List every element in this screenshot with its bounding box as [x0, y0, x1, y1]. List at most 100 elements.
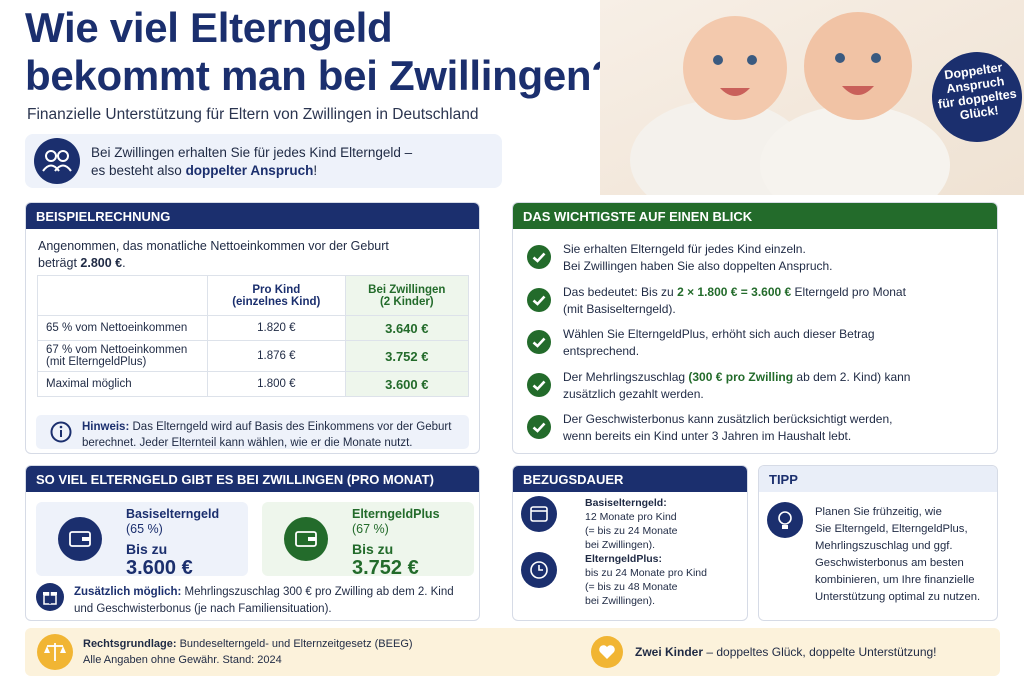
text: Wählen Sie ElterngeldPlus, erhöht sich a…: [563, 327, 875, 341]
tip-card: TIPP Planen Sie frühzeitig, wie Sie Elter…: [758, 465, 998, 621]
text: Mehrlingszuschlag und ggf.: [815, 540, 953, 552]
key-point-line: Sie erhalten Elterngeld für jedes Kind e…: [563, 241, 833, 258]
text: Planen Sie frühzeitig, wie: [815, 506, 942, 518]
key-point: Sie erhalten Elterngeld für jedes Kind e…: [563, 241, 833, 275]
text: BEZUGSDAUER: [523, 472, 624, 487]
check-icon: [527, 415, 551, 439]
per-child-cell: 1.820 €: [207, 315, 346, 341]
calendar-icon: [521, 496, 557, 532]
key-point-line: Wählen Sie ElterngeldPlus, erhöht sich a…: [563, 326, 875, 343]
text: Geschwisterbonus am besten: [815, 557, 964, 569]
per-child-cell: 1.800 €: [207, 371, 346, 397]
tip-line: Sie Elterngeld, ElterngeldPlus,: [815, 521, 980, 538]
text: Unterstützung optimal zu nutzen.: [815, 591, 981, 603]
key-point-line: Der Mehrlingszuschlag (300 € pro Zwillin…: [563, 369, 910, 386]
text: Maximal möglich: [46, 378, 132, 390]
duration-line: (= bis zu 24 Monate: [585, 524, 678, 538]
text: bei Zwillingen).: [585, 539, 656, 551]
box-amount: 3.752 €: [352, 557, 419, 579]
duration-line: 12 Monate pro Kind: [585, 510, 678, 524]
box-prefix: Bis zu: [126, 541, 168, 557]
emphasis: Zusätzlich möglich:: [74, 586, 182, 598]
text: Bundeselterngeld- und Elternzeitgesetz (…: [176, 638, 413, 650]
text: Das bedeutet: Bis zu: [563, 284, 678, 299]
scales-icon: [37, 634, 73, 670]
title-line: bekommt man bei Zwillingen?: [25, 52, 617, 100]
extra-text: Zusätzlich möglich: Mehrlingszuschlag 30…: [74, 584, 454, 618]
box-sub: (65 %): [126, 522, 163, 536]
check-icon: [527, 287, 551, 312]
legal-text: Rechtsgrundlage: Bundeselterngeld- und E…: [83, 636, 413, 668]
key-point: Der Geschwisterbonus kann zusätzlich ber…: [563, 411, 892, 445]
note-box: Hinweis: Das Elterngeld wird auf Basis d…: [36, 415, 469, 449]
text: (2 Kinder): [379, 295, 434, 308]
text: Bei Zwillingen haben Sie also doppelten …: [563, 259, 833, 273]
text: BEISPIELRECHNUNG: [36, 209, 171, 224]
legal-line: Rechtsgrundlage: Bundeselterngeld- und E…: [83, 636, 413, 652]
key-points-card: DAS WICHTIGSTE AUF EINEN BLICK Sie erhal…: [512, 202, 998, 454]
check-icon: [527, 372, 551, 397]
text: bei Zwillingen).: [585, 595, 656, 607]
twins-cell: 3.752 €: [344, 340, 470, 372]
intro-box: Bei Zwillingen erhalten Sie für jedes Ki…: [25, 134, 502, 188]
column-header-line: Pro Kind: [216, 284, 337, 296]
text: Alle Angaben ohne Gewähr. Stand: 2024: [83, 654, 282, 666]
row-label: Maximal möglich: [37, 371, 208, 397]
row-label: 67 % vom Nettoeinkommen (mit ElterngeldPl…: [37, 340, 208, 372]
text: Mehrlingszuschlag 300 € pro Zwilling ab …: [181, 586, 454, 598]
table-row: 67 % vom Nettoeinkommen (mit ElterngeldPl…: [37, 340, 470, 372]
extra-line: Zusätzlich möglich: Mehrlingszuschlag 30…: [74, 584, 454, 601]
extra-line: und Geschwisterbonus (je nach Familiensi…: [74, 601, 454, 618]
header-cell: Bei Zwillingen (2 Kinder): [344, 275, 470, 316]
note-line: Hinweis: Das Elterngeld wird auf Basis d…: [82, 419, 469, 435]
example-text-line: beträgt 2.800 €.: [38, 255, 389, 272]
gift-icon: [36, 583, 64, 611]
text: entsprechend.: [563, 344, 640, 358]
heart-icon: [591, 636, 623, 668]
text: berechnet. Jeder Elternteil kann wählen,…: [82, 437, 413, 449]
duration-line: bei Zwillingen).: [585, 594, 707, 608]
column-header-line: (einzelnes Kind): [216, 296, 337, 308]
table-row: Maximal möglich 1.800 €3.600 €: [37, 371, 470, 397]
text: zusätzlich gezahlt werden.: [563, 386, 704, 401]
text: Bei Zwillingen: [368, 283, 446, 296]
row-label: 65 % vom Nettoeinkommen: [37, 315, 208, 341]
key-point-line: Bei Zwillingen haben Sie also doppelten …: [563, 258, 833, 275]
example-card: BEISPIELRECHNUNG Angenommen, das monatli…: [25, 202, 480, 454]
text: Das Elterngeld wird auf Basis des Einkom…: [129, 421, 452, 433]
key-point: Das bedeutet: Bis zu 2 × 1.800 € = 3.600…: [563, 284, 906, 318]
footer: Rechtsgrundlage: Bundeselterngeld- und E…: [25, 628, 1000, 676]
text: TIPP: [769, 472, 798, 487]
card-heading: SO VIEL ELTERNGELD GIBT ES BEI ZWILLINGE…: [26, 466, 479, 492]
text: DAS WICHTIGSTE AUF EINEN BLICK: [523, 209, 753, 224]
duration-title: ElterngeldPlus:: [585, 553, 663, 565]
tip-line: kombinieren, um Ihre finanzielle: [815, 572, 980, 589]
subtitle: Finanzielle Unterstützung für Eltern von…: [27, 106, 478, 124]
amount-box: Basiselterngeld (65 %) Bis zu 3.600 €: [36, 502, 248, 579]
text: und Geschwisterbonus (je nach Familiensi…: [74, 603, 332, 615]
text: Der Geschwisterbonus kann zusätzlich ber…: [563, 412, 893, 426]
row-label-line: Maximal möglich: [46, 378, 199, 390]
emphasis: 2 × 1.800 € = 3.600 €: [677, 284, 792, 299]
text: – doppeltes Glück, doppelte Unterstützun…: [703, 645, 937, 659]
slogan: Zwei Kinder – doppeltes Glück, doppelte …: [635, 645, 937, 659]
text: bis zu 24 Monate pro Kind: [585, 567, 707, 579]
text: (mit Basiselterngeld).: [563, 301, 676, 316]
text: wenn bereits ein Kind unter 3 Jahren im …: [563, 429, 852, 443]
title-line: Wie viel Elterngeld: [25, 4, 617, 52]
text: es besteht also: [91, 163, 186, 178]
key-point: Wählen Sie ElterngeldPlus, erhöht sich a…: [563, 326, 875, 360]
text: Angenommen, das monatliche Nettoeinkomme…: [38, 239, 389, 253]
bulb-icon: [767, 502, 803, 538]
tip-line: Planen Sie frühzeitig, wie: [815, 504, 980, 521]
amounts-card: SO VIEL ELTERNGELD GIBT ES BEI ZWILLINGE…: [25, 465, 480, 621]
example-text-line: Angenommen, das monatliche Nettoeinkomme…: [38, 238, 389, 255]
text: (= bis zu 48 Monate: [585, 581, 678, 593]
note-text: Hinweis: Das Elterngeld wird auf Basis d…: [82, 419, 469, 451]
example-table: Pro Kind (einzelnes Kind) Bei Zwillingen (2…: [37, 275, 470, 397]
text: (einzelnes Kind): [232, 295, 321, 308]
column-header-line: Bei Zwillingen: [354, 284, 460, 296]
wallet-icon: [284, 517, 328, 561]
text: 12 Monate pro Kind: [585, 511, 677, 523]
per-child-cell: 1.876 €: [207, 340, 346, 372]
